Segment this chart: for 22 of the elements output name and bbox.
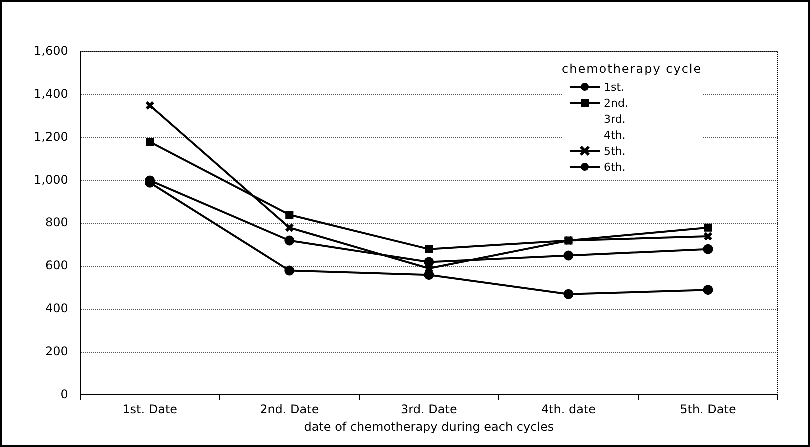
x-tick-label: 1st. Date xyxy=(122,402,178,417)
legend-label: 6th. xyxy=(604,160,626,174)
y-tick-label: 1,600 xyxy=(34,44,68,58)
y-tick-label: 0 xyxy=(60,387,68,402)
y-tick-label: 400 xyxy=(45,302,68,316)
x-tick-label: 5th. Date xyxy=(680,402,736,417)
legend-title: chemotherapy cycle xyxy=(562,62,702,76)
y-tick-label: 1,400 xyxy=(34,87,68,102)
legend-label: 2nd. xyxy=(604,96,628,110)
legend-label: 5th. xyxy=(604,144,626,158)
y-tick-label: 1,200 xyxy=(34,130,68,144)
x-tick-label: 3rd. Date xyxy=(401,402,458,417)
y-tick-label: 200 xyxy=(45,344,68,358)
x-tick-label: 4th. date xyxy=(541,402,596,417)
text: 4th. xyxy=(604,128,626,142)
legend-label: 1st. xyxy=(604,80,625,94)
y-tick-label: 800 xyxy=(45,216,68,230)
x-axis-title: date of chemotherapy during each cycles xyxy=(304,420,554,434)
y-tick-label: 1,000 xyxy=(34,172,68,187)
x-tick-label: 2nd. Date xyxy=(260,402,320,417)
y-tick-label: 600 xyxy=(45,258,68,273)
text: 3rd. xyxy=(604,112,626,126)
